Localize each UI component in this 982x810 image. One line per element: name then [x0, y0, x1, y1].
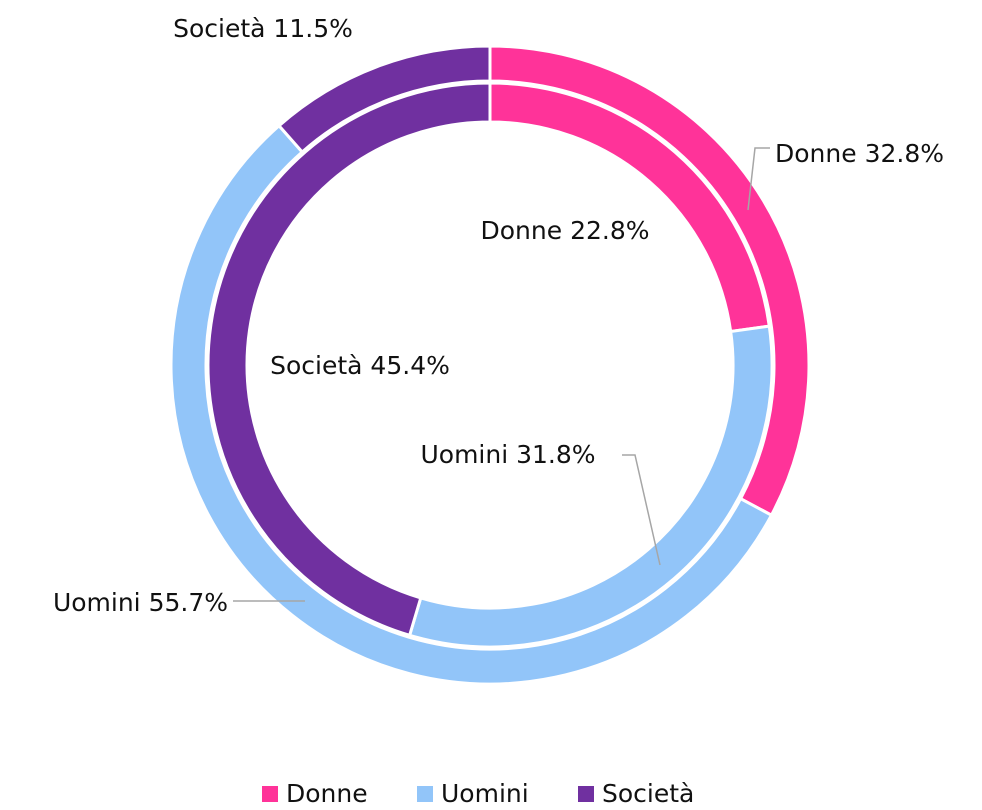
legend-swatch — [417, 786, 433, 802]
legend-label: Uomini — [441, 779, 529, 808]
data-label: Uomini 55.7% — [53, 588, 228, 617]
legend-swatch — [578, 786, 594, 802]
data-label: Donne 32.8% — [775, 139, 944, 168]
leader-line — [747, 147, 770, 211]
donut-segment — [169, 123, 774, 686]
legend-swatch — [262, 786, 278, 802]
data-label: Società 11.5% — [173, 14, 353, 43]
legend-label: Società — [602, 779, 694, 808]
donut-segment — [276, 44, 492, 155]
data-label: Donne 22.8% — [481, 216, 650, 245]
data-label: Uomini 31.8% — [420, 440, 595, 469]
leader-line — [622, 454, 661, 566]
donut-segment — [206, 81, 492, 638]
legend-label: Donne — [286, 779, 368, 808]
donut-segment — [407, 324, 774, 649]
data-label: Società 45.4% — [270, 351, 450, 380]
